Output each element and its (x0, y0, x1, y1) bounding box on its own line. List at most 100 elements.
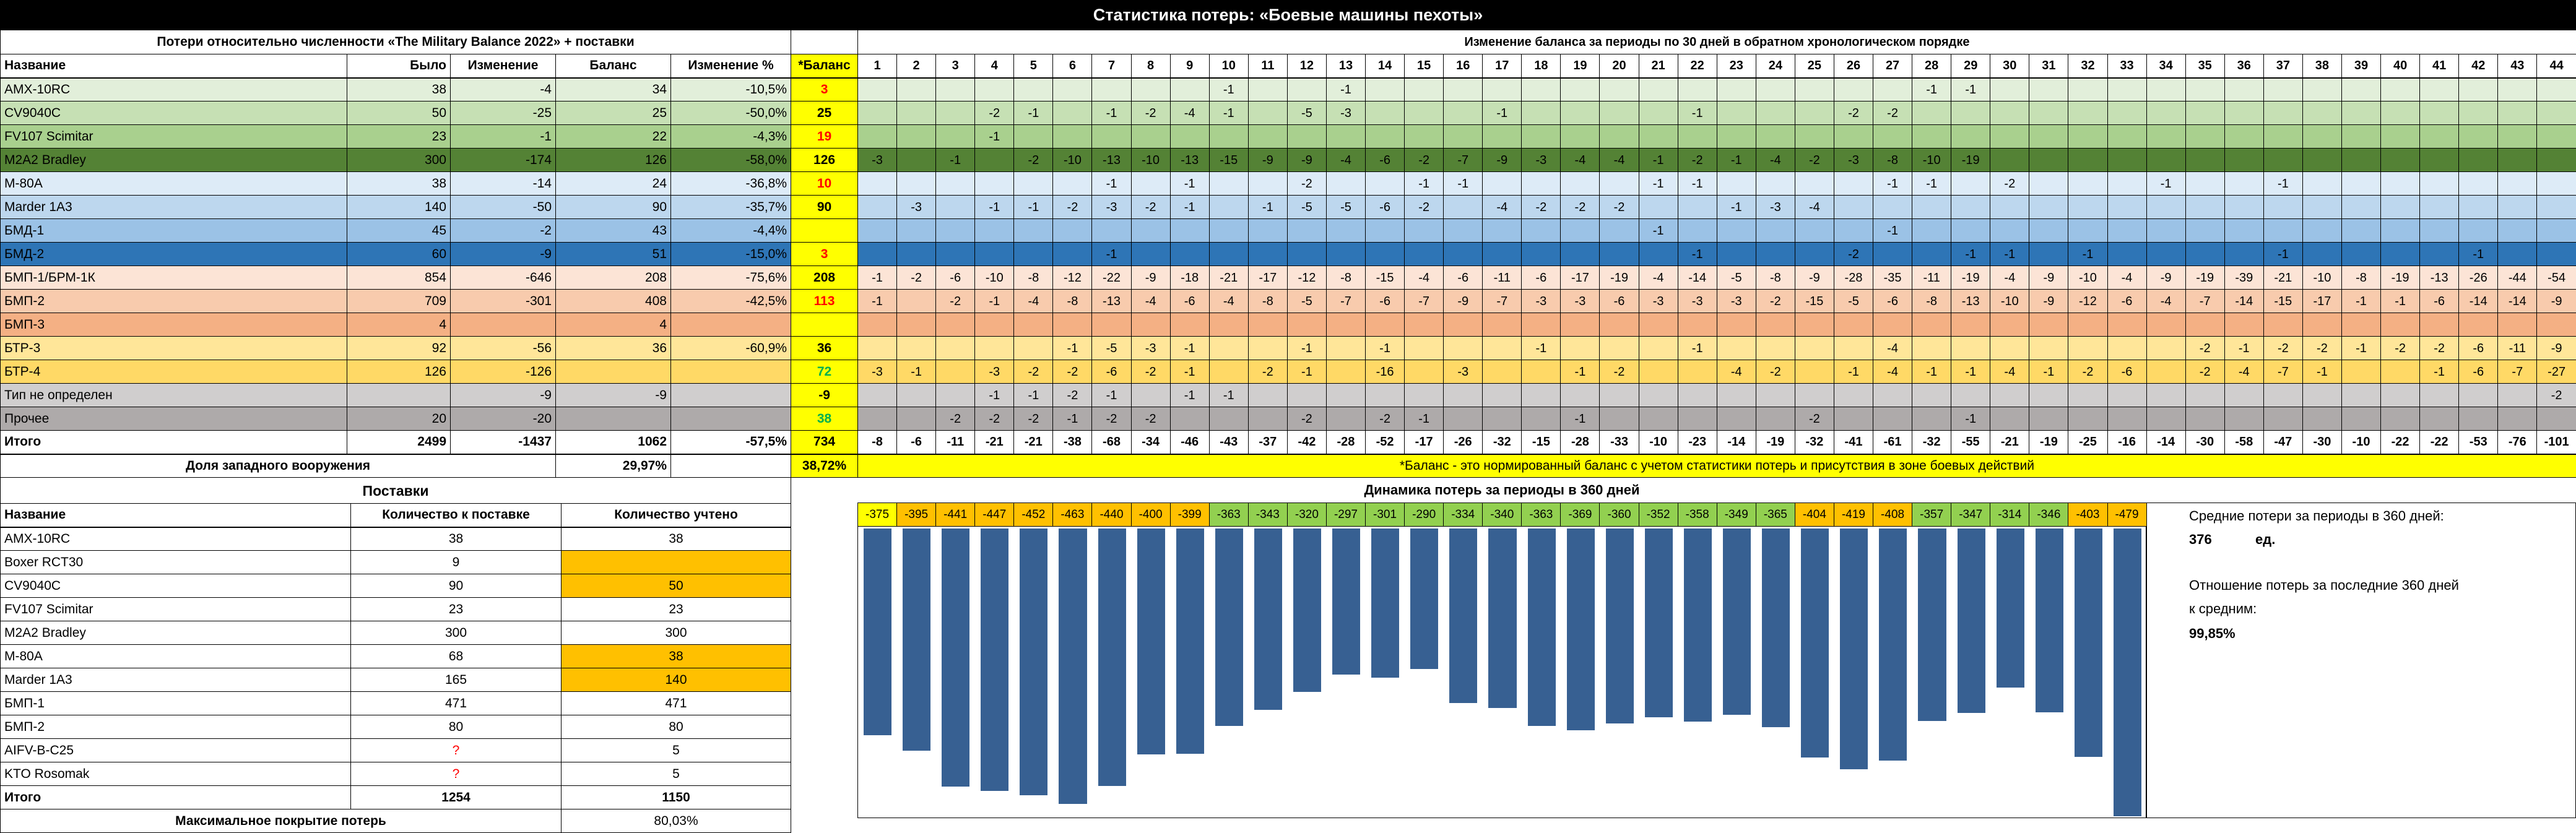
period-cell (2029, 172, 2068, 196)
period-cell: -3 (1326, 101, 1365, 125)
period-cell (1795, 78, 1834, 101)
period-total: -26 (1444, 431, 1483, 454)
period-cell: -1 (1092, 172, 1131, 196)
period-cell: -11 (1483, 266, 1522, 290)
dynamics-bar (864, 529, 891, 735)
period-cell (2263, 196, 2302, 219)
period-total: -21 (975, 431, 1014, 454)
balance-value: 51 (556, 243, 671, 266)
period-cell (1092, 313, 1131, 337)
period-cell (1522, 172, 1561, 196)
change-pct-value: -60,9% (671, 337, 791, 360)
period-total: -33 (1600, 431, 1639, 454)
period-cell (1990, 125, 2029, 149)
period-cell (1522, 407, 1561, 431)
avg-unit: ед. (2255, 532, 2275, 548)
period-cell (2302, 125, 2341, 149)
period-cell (936, 384, 975, 407)
period-cell (1600, 101, 1639, 125)
period-cell: -2 (1053, 196, 1092, 219)
period-cell (2302, 172, 2341, 196)
period-cell: -10 (1053, 149, 1092, 172)
period-cell (1912, 337, 1951, 360)
period-cell: -2 (2302, 337, 2341, 360)
period-row: -2-2-2-1-2-2-2-2-1-1-2-1 (858, 407, 2576, 431)
period-cell: -5 (1717, 266, 1756, 290)
was-value: 126 (347, 360, 451, 384)
norm-balance-value: 3 (791, 243, 858, 266)
period-cell (1053, 78, 1092, 101)
period-cell (2224, 196, 2263, 219)
period-cell (858, 407, 897, 431)
period-cell (1561, 78, 1600, 101)
period-cell (2068, 337, 2107, 360)
was-value (347, 384, 451, 407)
period-number: 15 (1405, 54, 1444, 78)
periods-grid: Изменение баланса за периоды по 30 дней … (857, 30, 2576, 478)
period-cell (1326, 360, 1365, 384)
period-cell (1366, 78, 1405, 101)
period-cell (1600, 243, 1639, 266)
dynamics-bar (1684, 529, 1712, 722)
period-cell: -1 (1678, 337, 1717, 360)
supply-ordered: 38 (351, 527, 562, 551)
period-cell (1990, 337, 2029, 360)
norm-balance-value (791, 313, 858, 337)
period-cell: -2 (1053, 384, 1092, 407)
period-number: 3 (936, 54, 975, 78)
period-cell (2302, 219, 2341, 243)
period-number: 25 (1795, 54, 1834, 78)
period-cell (1951, 101, 1990, 125)
period-cell: -1 (975, 384, 1014, 407)
period-total: -47 (2263, 431, 2302, 454)
balance-value: -9 (556, 384, 671, 407)
period-cell (2341, 172, 2380, 196)
period-cell: -18 (1170, 266, 1209, 290)
vehicle-name: БМП-1/БРМ-1К (1, 266, 347, 290)
footnote: *Баланс - это нормированный баланс с уче… (858, 454, 2576, 478)
period-cell (2341, 196, 2380, 219)
period-cell: -44 (2498, 266, 2537, 290)
period-total: -34 (1131, 431, 1170, 454)
dynamics-label: -363 (1522, 503, 1561, 527)
period-cell (1717, 125, 1756, 149)
period-cell: -1 (1912, 172, 1951, 196)
period-cell (2420, 407, 2459, 431)
dynamics-label: -479 (2107, 503, 2146, 527)
period-cell (1014, 337, 1053, 360)
period-cell (2224, 219, 2263, 243)
period-cell: -1 (1444, 172, 1483, 196)
dynamics-bar (1020, 529, 1047, 795)
period-cell: -2 (975, 101, 1014, 125)
vehicle-name: БМД-1 (1, 219, 347, 243)
period-cell (1209, 196, 1248, 219)
supply-counted: 5 (562, 762, 791, 786)
period-cell (1053, 101, 1092, 125)
period-cell (1678, 407, 1717, 431)
period-cell (1248, 172, 1287, 196)
vehicle-name: M-80A (1, 172, 347, 196)
period-cell (1014, 219, 1053, 243)
period-cell (1951, 219, 1990, 243)
period-cell (2224, 101, 2263, 125)
dynamics-bar (981, 529, 1008, 791)
period-cell (2420, 101, 2459, 125)
period-cell (2185, 196, 2224, 219)
period-total: -10 (2341, 431, 2380, 454)
period-cell: -3 (1717, 290, 1756, 313)
dynamics-bar (1645, 529, 1673, 717)
period-cell (2459, 407, 2498, 431)
period-cell (975, 243, 1014, 266)
period-cell: -1 (1678, 101, 1717, 125)
change-value: -50 (451, 196, 556, 219)
period-total: -61 (1873, 431, 1912, 454)
period-cell (1678, 360, 1717, 384)
period-number: 38 (2302, 54, 2341, 78)
period-cell (858, 125, 897, 149)
supply-name: KTO Rosomak (1, 762, 351, 786)
dynamics-label: -403 (2068, 503, 2107, 527)
period-cell (897, 337, 936, 360)
period-cell (1326, 125, 1365, 149)
